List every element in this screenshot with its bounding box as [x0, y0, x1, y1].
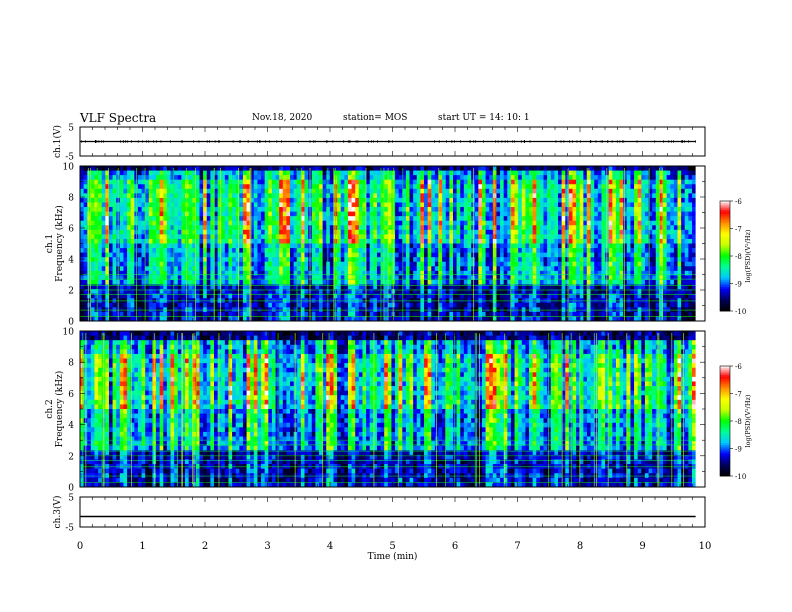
x-tick-label: 2: [202, 541, 208, 552]
colorbar-tick-label: -10: [735, 473, 746, 481]
x-tick-label: 5: [389, 541, 395, 552]
colorbar-tick-label: -8: [735, 253, 742, 261]
x-axis-label: Time (min): [368, 551, 418, 562]
colorbar-tick-label: -7: [735, 226, 742, 234]
panel-channel-label: ch.2: [45, 399, 55, 418]
y-tick-label: 8: [68, 194, 74, 204]
y-tick-label: 8: [68, 359, 74, 369]
x-tick-label: 10: [699, 541, 712, 552]
x-tick-label: 8: [577, 541, 583, 552]
x-tick-label: 9: [639, 541, 645, 552]
colorbar-tick-label: -9: [735, 446, 742, 454]
x-tick-label: 0: [77, 541, 83, 552]
colorbar-tick-label: -8: [735, 418, 742, 426]
colorbar-tick-label: -6: [735, 363, 742, 371]
y-tick-label: -5: [65, 524, 74, 534]
y-tick-label: 10: [63, 163, 75, 173]
spectrogram-ch1: [80, 166, 705, 322]
panel-channel-label: ch.1: [45, 234, 55, 253]
panel-channel-label: ch.1(V): [52, 125, 63, 158]
panel-channel-label: ch.3(V): [52, 496, 63, 529]
y-axis-label: Frequency (kHz): [54, 205, 65, 282]
y-tick-label: 10: [63, 328, 75, 338]
colorbar-tick-label: -9: [735, 281, 742, 289]
y-tick-label: 4: [68, 256, 74, 266]
colorbar-label: log(PSD)(V²/Hz): [744, 229, 752, 282]
y-tick-label: 0: [68, 318, 74, 328]
x-tick-label: 3: [264, 541, 270, 552]
y-tick-label: 5: [68, 494, 74, 504]
y-tick-label: 5: [68, 124, 74, 134]
x-tick-label: 7: [514, 541, 520, 552]
colorbar-tick-label: -10: [735, 308, 746, 316]
x-tick-label: 1: [139, 541, 145, 552]
y-tick-label: 4: [68, 421, 74, 431]
spectrogram-ch2: [80, 331, 705, 488]
colorbar: [719, 200, 733, 312]
y-tick-label: 2: [68, 287, 74, 297]
colorbar: [719, 365, 733, 477]
x-tick-label: 6: [452, 541, 458, 552]
chart-title: VLF Spectra: [80, 111, 157, 125]
date-label: Nov.18, 2020: [252, 113, 313, 123]
y-axis-label: Frequency (kHz): [54, 371, 65, 448]
start-ut-label: start UT = 14: 10: 1: [438, 113, 530, 123]
colorbar-label: log(PSD)(V²/Hz): [744, 394, 752, 447]
y-tick-label: -5: [65, 153, 74, 163]
x-tick-label: 4: [327, 541, 333, 552]
y-tick-label: 6: [68, 390, 74, 400]
colorbar-tick-label: -7: [735, 391, 742, 399]
y-tick-label: 2: [68, 452, 74, 462]
y-tick-label: 6: [68, 225, 74, 235]
station-label: station= MOS: [343, 113, 408, 123]
colorbar-tick-label: -6: [735, 198, 742, 206]
y-tick-label: 0: [68, 484, 74, 494]
